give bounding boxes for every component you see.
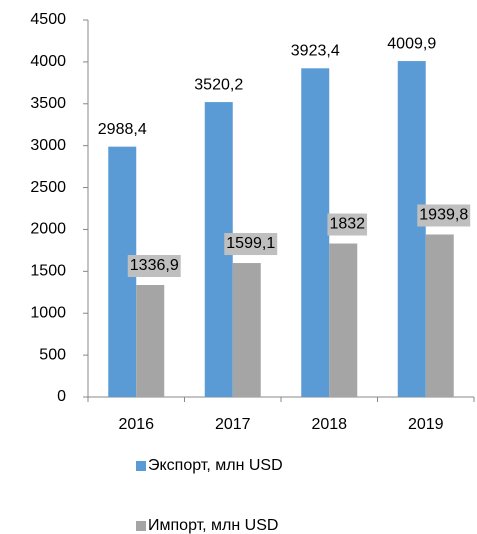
- x-tick-label: 2018: [311, 416, 347, 433]
- value-label: 1336,9: [130, 257, 179, 274]
- legend-label: Импорт, млн USD: [148, 517, 278, 534]
- value-label: 3923,4: [291, 43, 340, 60]
- y-tick-label: 4000: [30, 53, 66, 70]
- y-tick-label: 2000: [30, 221, 66, 238]
- bar: [136, 284, 165, 397]
- bar: [329, 243, 358, 397]
- value-label-bg: [224, 233, 278, 256]
- y-tick-label: 1000: [30, 304, 66, 321]
- legend-swatch: [136, 521, 146, 531]
- value-label-bg: [417, 204, 471, 227]
- value-label: 3520,2: [194, 76, 243, 93]
- y-tick-label: 0: [57, 388, 66, 405]
- value-label: 4009,9: [387, 35, 436, 52]
- x-tick-label: 2019: [408, 416, 444, 433]
- value-label-bg: [327, 213, 368, 236]
- y-tick-label: 2500: [30, 179, 66, 196]
- legend-label: Экспорт, млн USD: [148, 457, 283, 474]
- x-tick-label: 2016: [118, 416, 154, 433]
- legend-swatch: [136, 461, 146, 471]
- value-label: 2988,4: [98, 121, 147, 138]
- y-tick-label: 500: [39, 346, 66, 363]
- value-label: 1599,1: [226, 235, 275, 252]
- x-tick-label: 2017: [215, 416, 251, 433]
- bar: [301, 68, 330, 397]
- y-tick-label: 3000: [30, 137, 66, 154]
- y-tick-label: 3500: [30, 95, 66, 112]
- value-label: 1939,8: [419, 207, 468, 224]
- y-tick-label: 4500: [30, 11, 66, 28]
- y-tick-label: 1500: [30, 263, 66, 280]
- value-label: 1832: [329, 216, 365, 233]
- bar: [397, 61, 426, 398]
- bar: [232, 263, 261, 397]
- bar: [425, 234, 454, 397]
- value-label-bg: [127, 254, 181, 277]
